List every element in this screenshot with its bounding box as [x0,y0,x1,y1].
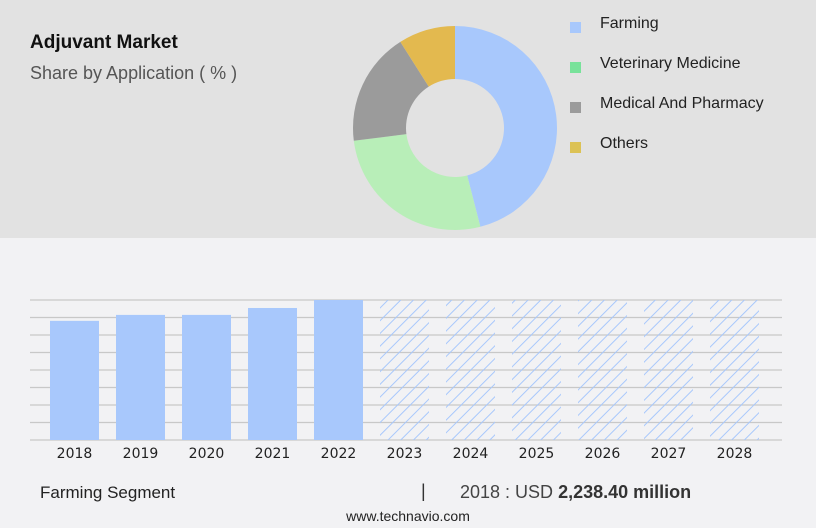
bar-2021 [248,307,297,440]
bar-2019 [116,314,165,440]
donut-slice-medical-and-pharmacy [353,41,429,141]
x-tick-label: 2022 [320,446,357,462]
donut-slice-farming [455,26,557,227]
swatch-icon [570,62,581,73]
swatch-icon [570,102,581,113]
bar-2028 [710,300,759,440]
x-tick-label: 2023 [386,446,423,462]
x-tick-label: 2026 [584,446,621,462]
bar-chart [30,299,782,441]
bar-2022 [314,300,363,440]
x-tick-label: 2027 [650,446,687,462]
page-subtitle: Share by Application ( % ) [30,63,238,83]
divider: | [421,481,426,501]
bar-2026 [578,300,627,440]
x-tick-label: 2024 [452,446,489,462]
swatch-icon [570,142,581,153]
segment-label: Farming Segment [40,483,176,502]
site-url: www.technavio.com [346,508,470,524]
donut-chart [353,26,557,230]
page-title: Adjuvant Market [30,32,178,53]
top-panel: Adjuvant Market Share by Application ( %… [0,0,816,238]
bar-2025 [512,300,561,440]
value-annotation: 2018 : USD 2,238.40 million [460,482,692,502]
donut-slice-others [400,26,455,87]
x-tick-label: 2021 [254,446,291,462]
bar-2020 [182,314,231,440]
bar-2027 [644,300,693,440]
x-tick-label: 2018 [56,446,93,462]
bar-2024 [446,300,495,440]
bar-2023 [380,300,429,440]
donut-slice-veterinary-medicine [353,134,481,230]
x-tick-label: 2020 [188,446,225,462]
x-tick-label: 2025 [518,446,555,462]
x-tick-label: 2019 [122,446,159,462]
bar-2018 [50,320,99,440]
x-tick-label: 2028 [716,446,753,462]
swatch-icon [570,22,581,33]
